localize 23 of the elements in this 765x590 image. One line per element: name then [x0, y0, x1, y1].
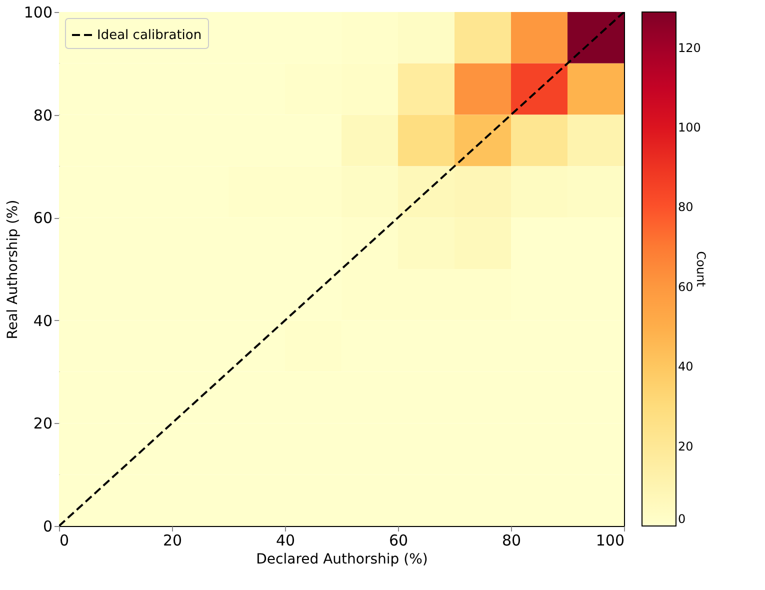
color-bar-label: 0	[678, 512, 686, 526]
x-tick-label: 60	[388, 532, 408, 550]
legend-label: Ideal calibration	[97, 28, 202, 43]
x-tick-label: 80	[502, 532, 522, 550]
y-tick-label: 80	[33, 106, 52, 124]
color-bar-label: 80	[678, 200, 694, 214]
y-tick-label: 60	[33, 209, 52, 228]
x-tick-label: 0	[60, 532, 70, 550]
x-tick-label: 40	[276, 532, 296, 550]
y-tick-label: 0	[42, 518, 52, 536]
x-tick-label: 100	[596, 532, 624, 550]
color-bar-title: Count	[694, 251, 708, 288]
y-axis-title: Real Authorship (%)	[4, 200, 21, 340]
y-tick-label: 20	[33, 414, 52, 433]
y-tick-label: 100	[24, 4, 52, 22]
color-bar-label: 20	[678, 439, 694, 454]
color-bar-label: 60	[678, 280, 694, 294]
color-bar-label: 120	[678, 40, 701, 55]
x-tick-label: 20	[162, 532, 182, 550]
x-axis-title: Declared Authorship (%)	[256, 552, 428, 568]
color-bar-label: 100	[678, 120, 701, 135]
y-tick-label: 40	[33, 312, 52, 330]
color-bar-label: 40	[678, 360, 694, 374]
